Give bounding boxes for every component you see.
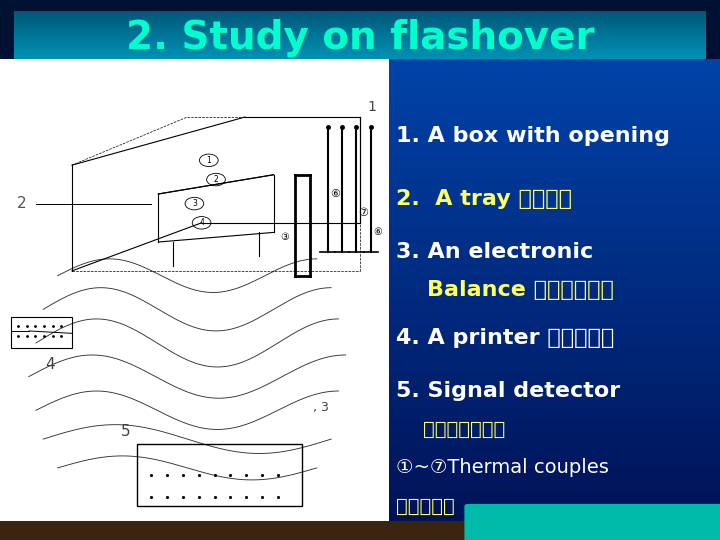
- Bar: [389, 396, 720, 408]
- Bar: [14, 12, 706, 15]
- Bar: [389, 504, 720, 516]
- Bar: [137, 444, 302, 507]
- Text: 5: 5: [121, 424, 131, 440]
- Text: （信号检测仪）: （信号检测仪）: [396, 420, 505, 439]
- Bar: [14, 50, 706, 52]
- Bar: [389, 71, 720, 83]
- Bar: [389, 456, 720, 468]
- Bar: [389, 204, 720, 215]
- Bar: [11, 316, 72, 348]
- Text: ⑥: ⑥: [330, 189, 340, 199]
- Bar: [389, 156, 720, 167]
- Bar: [14, 58, 706, 59]
- Text: 2: 2: [17, 196, 27, 211]
- Text: 1: 1: [207, 156, 211, 165]
- Bar: [14, 34, 706, 36]
- Bar: [0, 59, 389, 540]
- Bar: [389, 300, 720, 312]
- Bar: [14, 23, 706, 25]
- Text: , 3: , 3: [313, 401, 329, 414]
- Bar: [389, 480, 720, 492]
- Bar: [14, 52, 706, 54]
- Bar: [389, 348, 720, 360]
- Text: 1: 1: [367, 100, 376, 114]
- Text: （热电偶）: （热电偶）: [396, 497, 455, 516]
- Text: 4: 4: [199, 218, 204, 227]
- Bar: [389, 252, 720, 264]
- Bar: [389, 144, 720, 156]
- Bar: [389, 83, 720, 96]
- Text: ⑦: ⑦: [359, 208, 369, 218]
- Bar: [14, 42, 706, 43]
- Text: ⑥: ⑥: [374, 227, 382, 238]
- Bar: [389, 288, 720, 300]
- Bar: [14, 54, 706, 56]
- Bar: [14, 45, 706, 47]
- Bar: [389, 131, 720, 144]
- Bar: [389, 444, 720, 456]
- Text: 3: 3: [192, 199, 197, 208]
- FancyBboxPatch shape: [464, 504, 720, 540]
- Bar: [389, 408, 720, 420]
- Bar: [389, 240, 720, 252]
- Bar: [389, 516, 720, 528]
- Bar: [389, 96, 720, 107]
- Bar: [389, 492, 720, 504]
- Text: ①~⑦Thermal couples: ①~⑦Thermal couples: [396, 458, 609, 477]
- Bar: [389, 275, 720, 288]
- Text: 2.  A tray （托盘）: 2. A tray （托盘）: [396, 189, 572, 209]
- Bar: [0, 521, 720, 540]
- Text: ③: ③: [280, 232, 289, 242]
- Bar: [14, 36, 706, 38]
- Bar: [389, 179, 720, 192]
- Bar: [389, 107, 720, 119]
- Text: Balance （电子天平）: Balance （电子天平）: [396, 280, 614, 300]
- Bar: [14, 43, 706, 45]
- Bar: [14, 39, 706, 42]
- Bar: [389, 420, 720, 432]
- Bar: [389, 336, 720, 348]
- Bar: [14, 29, 706, 31]
- Text: 2: 2: [214, 175, 218, 184]
- Text: 1. A box with opening: 1. A box with opening: [396, 126, 670, 146]
- Text: 3. An electronic: 3. An electronic: [396, 241, 593, 262]
- Bar: [14, 47, 706, 49]
- Bar: [389, 360, 720, 372]
- Bar: [14, 59, 706, 61]
- Bar: [389, 167, 720, 179]
- Bar: [389, 323, 720, 336]
- Bar: [389, 228, 720, 240]
- Bar: [14, 11, 706, 12]
- Bar: [389, 59, 720, 71]
- Bar: [389, 312, 720, 323]
- Bar: [389, 432, 720, 444]
- Bar: [389, 192, 720, 204]
- Bar: [14, 38, 706, 39]
- Bar: [14, 18, 706, 20]
- Bar: [14, 22, 706, 23]
- Bar: [14, 16, 706, 18]
- Bar: [14, 25, 706, 27]
- Bar: [14, 27, 706, 29]
- Text: 4. A printer （打印机）: 4. A printer （打印机）: [396, 328, 614, 348]
- Bar: [389, 384, 720, 396]
- Bar: [14, 63, 706, 65]
- Bar: [14, 32, 706, 34]
- Text: 4: 4: [45, 357, 55, 372]
- Text: 2. Study on flashover: 2. Study on flashover: [126, 19, 594, 57]
- Bar: [389, 215, 720, 227]
- Bar: [389, 372, 720, 384]
- Text: 5. Signal detector: 5. Signal detector: [396, 381, 620, 401]
- Bar: [389, 119, 720, 131]
- Bar: [389, 528, 720, 540]
- Bar: [389, 264, 720, 275]
- Bar: [14, 56, 706, 58]
- Bar: [14, 20, 706, 22]
- Bar: [14, 15, 706, 16]
- Bar: [14, 31, 706, 32]
- Bar: [14, 61, 706, 63]
- Bar: [14, 49, 706, 50]
- Bar: [389, 468, 720, 480]
